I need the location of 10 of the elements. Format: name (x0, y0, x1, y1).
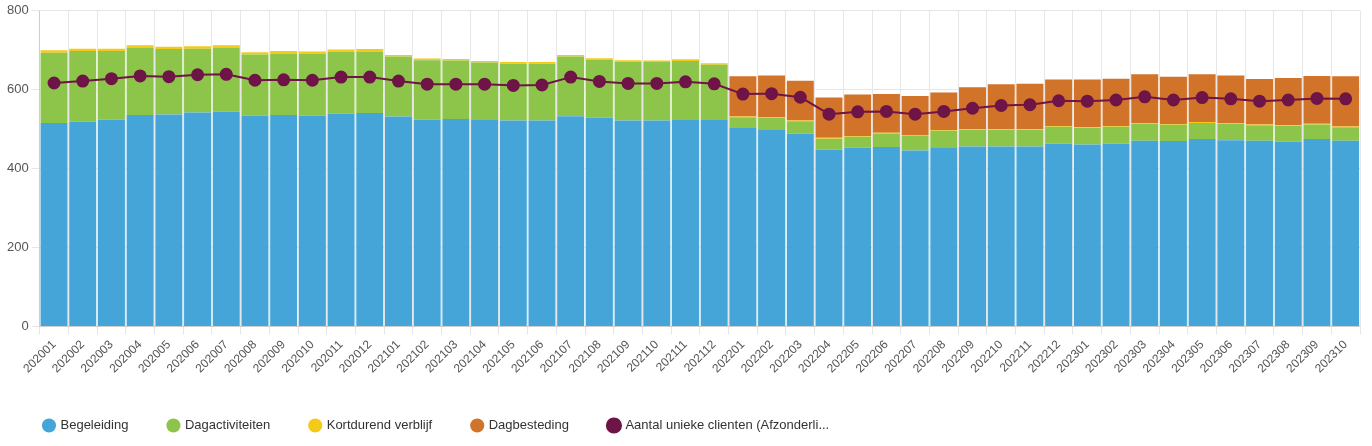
y-tick-label: 200 (6, 239, 29, 255)
y-tick-label: 600 (6, 81, 29, 97)
legend-label: Kortdurend verblijf (326, 417, 433, 433)
legend-label: Aantal unieke clienten (Afzonderli... (625, 417, 830, 433)
legend-label: Dagbesteding (488, 417, 569, 433)
y-tick-label: 0 (21, 318, 29, 334)
legend-label: Dagactiviteiten (184, 417, 271, 433)
legend-label: Begeleiding (60, 417, 129, 433)
y-tick-label: 800 (6, 2, 29, 18)
y-tick-label: 400 (6, 160, 29, 176)
